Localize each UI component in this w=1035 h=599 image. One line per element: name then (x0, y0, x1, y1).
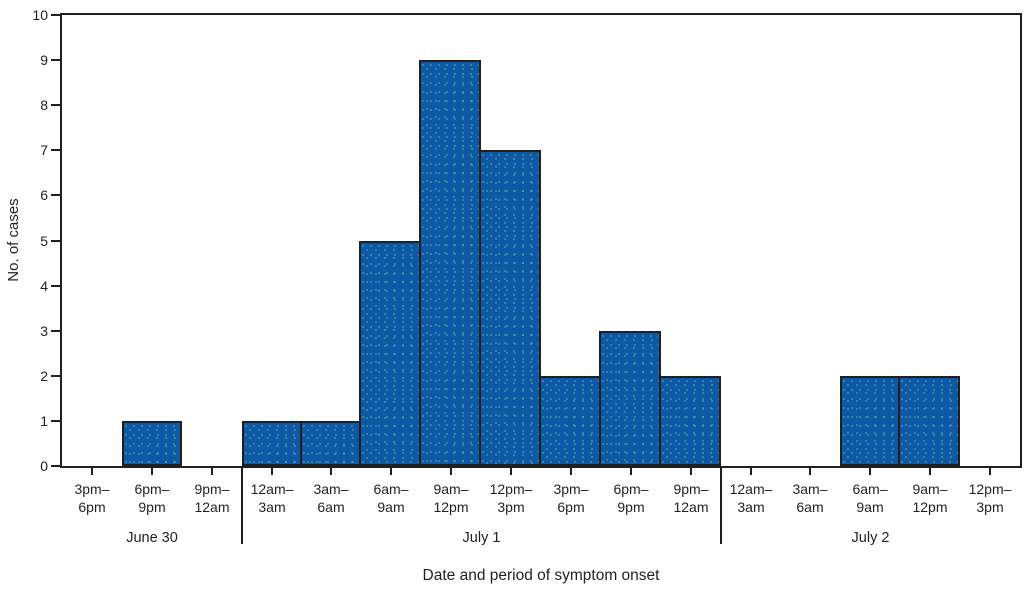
x-axis-tick (151, 468, 153, 475)
bar-july-2-6am-9am (840, 376, 900, 466)
x-period-label: 9pm– 12am (194, 481, 230, 515)
x-period-label: 12pm– 3pm (489, 481, 533, 515)
bar-july-1-9am-12pm (419, 60, 481, 466)
x-period-label: 9am– 12pm (912, 481, 948, 515)
x-period-label: 9am– 12pm (433, 481, 469, 515)
y-axis-tick-label: 0 (40, 458, 48, 474)
x-period-label: 6pm– 9pm (613, 481, 649, 515)
y-axis-tick (51, 465, 61, 467)
date-group-label: July 2 (851, 530, 890, 546)
x-axis-tick (211, 468, 213, 475)
x-axis-tick (570, 468, 572, 475)
bar-july-1-12am-3am (242, 421, 302, 466)
x-axis-tick (809, 468, 811, 475)
y-axis-tick (51, 240, 61, 242)
y-axis-tick-label: 8 (40, 97, 48, 113)
x-period-label: 3pm– 6pm (553, 481, 589, 515)
x-period-label: 6pm– 9pm (134, 481, 170, 515)
date-group-divider (241, 468, 243, 544)
x-axis-tick (929, 468, 931, 475)
x-period-label: 12pm– 3pm (968, 481, 1012, 515)
x-period-label: 3am– 6am (313, 481, 349, 515)
y-axis-tick (51, 330, 61, 332)
y-axis-tick (51, 149, 61, 151)
y-axis-tick (51, 14, 61, 16)
bar-july-2-9am-12pm (898, 376, 960, 466)
x-axis-tick (630, 468, 632, 475)
x-axis-tick (690, 468, 692, 475)
bar-july-1-12pm-3pm (479, 150, 541, 466)
y-axis-tick-label: 10 (32, 7, 48, 23)
bar-july-1-3pm-6pm (539, 376, 601, 466)
y-axis-tick-label: 2 (40, 368, 48, 384)
bar-july-1-3am-6am (300, 421, 362, 466)
bar-june-30-6pm-9pm (122, 421, 182, 466)
y-axis-tick (51, 104, 61, 106)
y-axis-tick (51, 194, 61, 196)
x-period-label: 6am– 9am (852, 481, 888, 515)
x-axis-tick (330, 468, 332, 475)
x-period-label: 3pm– 6pm (74, 481, 110, 515)
date-group-label: July 1 (462, 530, 501, 546)
bar-july-1-6am-9am (359, 241, 421, 466)
date-group-label: June 30 (126, 530, 178, 546)
y-axis-tick-label: 9 (40, 52, 48, 68)
x-period-label: 12am– 3am (250, 481, 294, 515)
y-axis-tick-label: 3 (40, 323, 48, 339)
x-axis-tick (91, 468, 93, 475)
y-axis-tick-label: 7 (40, 142, 48, 158)
bar-july-1-9pm-12am (659, 376, 721, 466)
x-axis-tick (510, 468, 512, 475)
y-axis-tick (51, 285, 61, 287)
x-axis-title: Date and period of symptom onset (422, 567, 660, 584)
bar-july-1-6pm-9pm (599, 331, 661, 466)
x-axis-tick (869, 468, 871, 475)
y-axis-tick (51, 420, 61, 422)
y-axis-tick-label: 5 (40, 233, 48, 249)
x-period-label: 6am– 9am (373, 481, 409, 515)
x-period-label: 9pm– 12am (673, 481, 709, 515)
x-axis-tick (750, 468, 752, 475)
y-axis-tick (51, 375, 61, 377)
x-axis-tick (271, 468, 273, 475)
x-axis-tick (989, 468, 991, 475)
y-axis-tick-label: 1 (40, 413, 48, 429)
x-period-label: 3am– 6am (792, 481, 828, 515)
date-group-divider (720, 468, 722, 544)
y-axis-tick-label: 6 (40, 187, 48, 203)
x-axis-tick (450, 468, 452, 475)
y-axis-tick-label: 4 (40, 278, 48, 294)
y-axis-tick (51, 59, 61, 61)
x-period-label: 12am– 3am (729, 481, 773, 515)
x-axis-tick (390, 468, 392, 475)
